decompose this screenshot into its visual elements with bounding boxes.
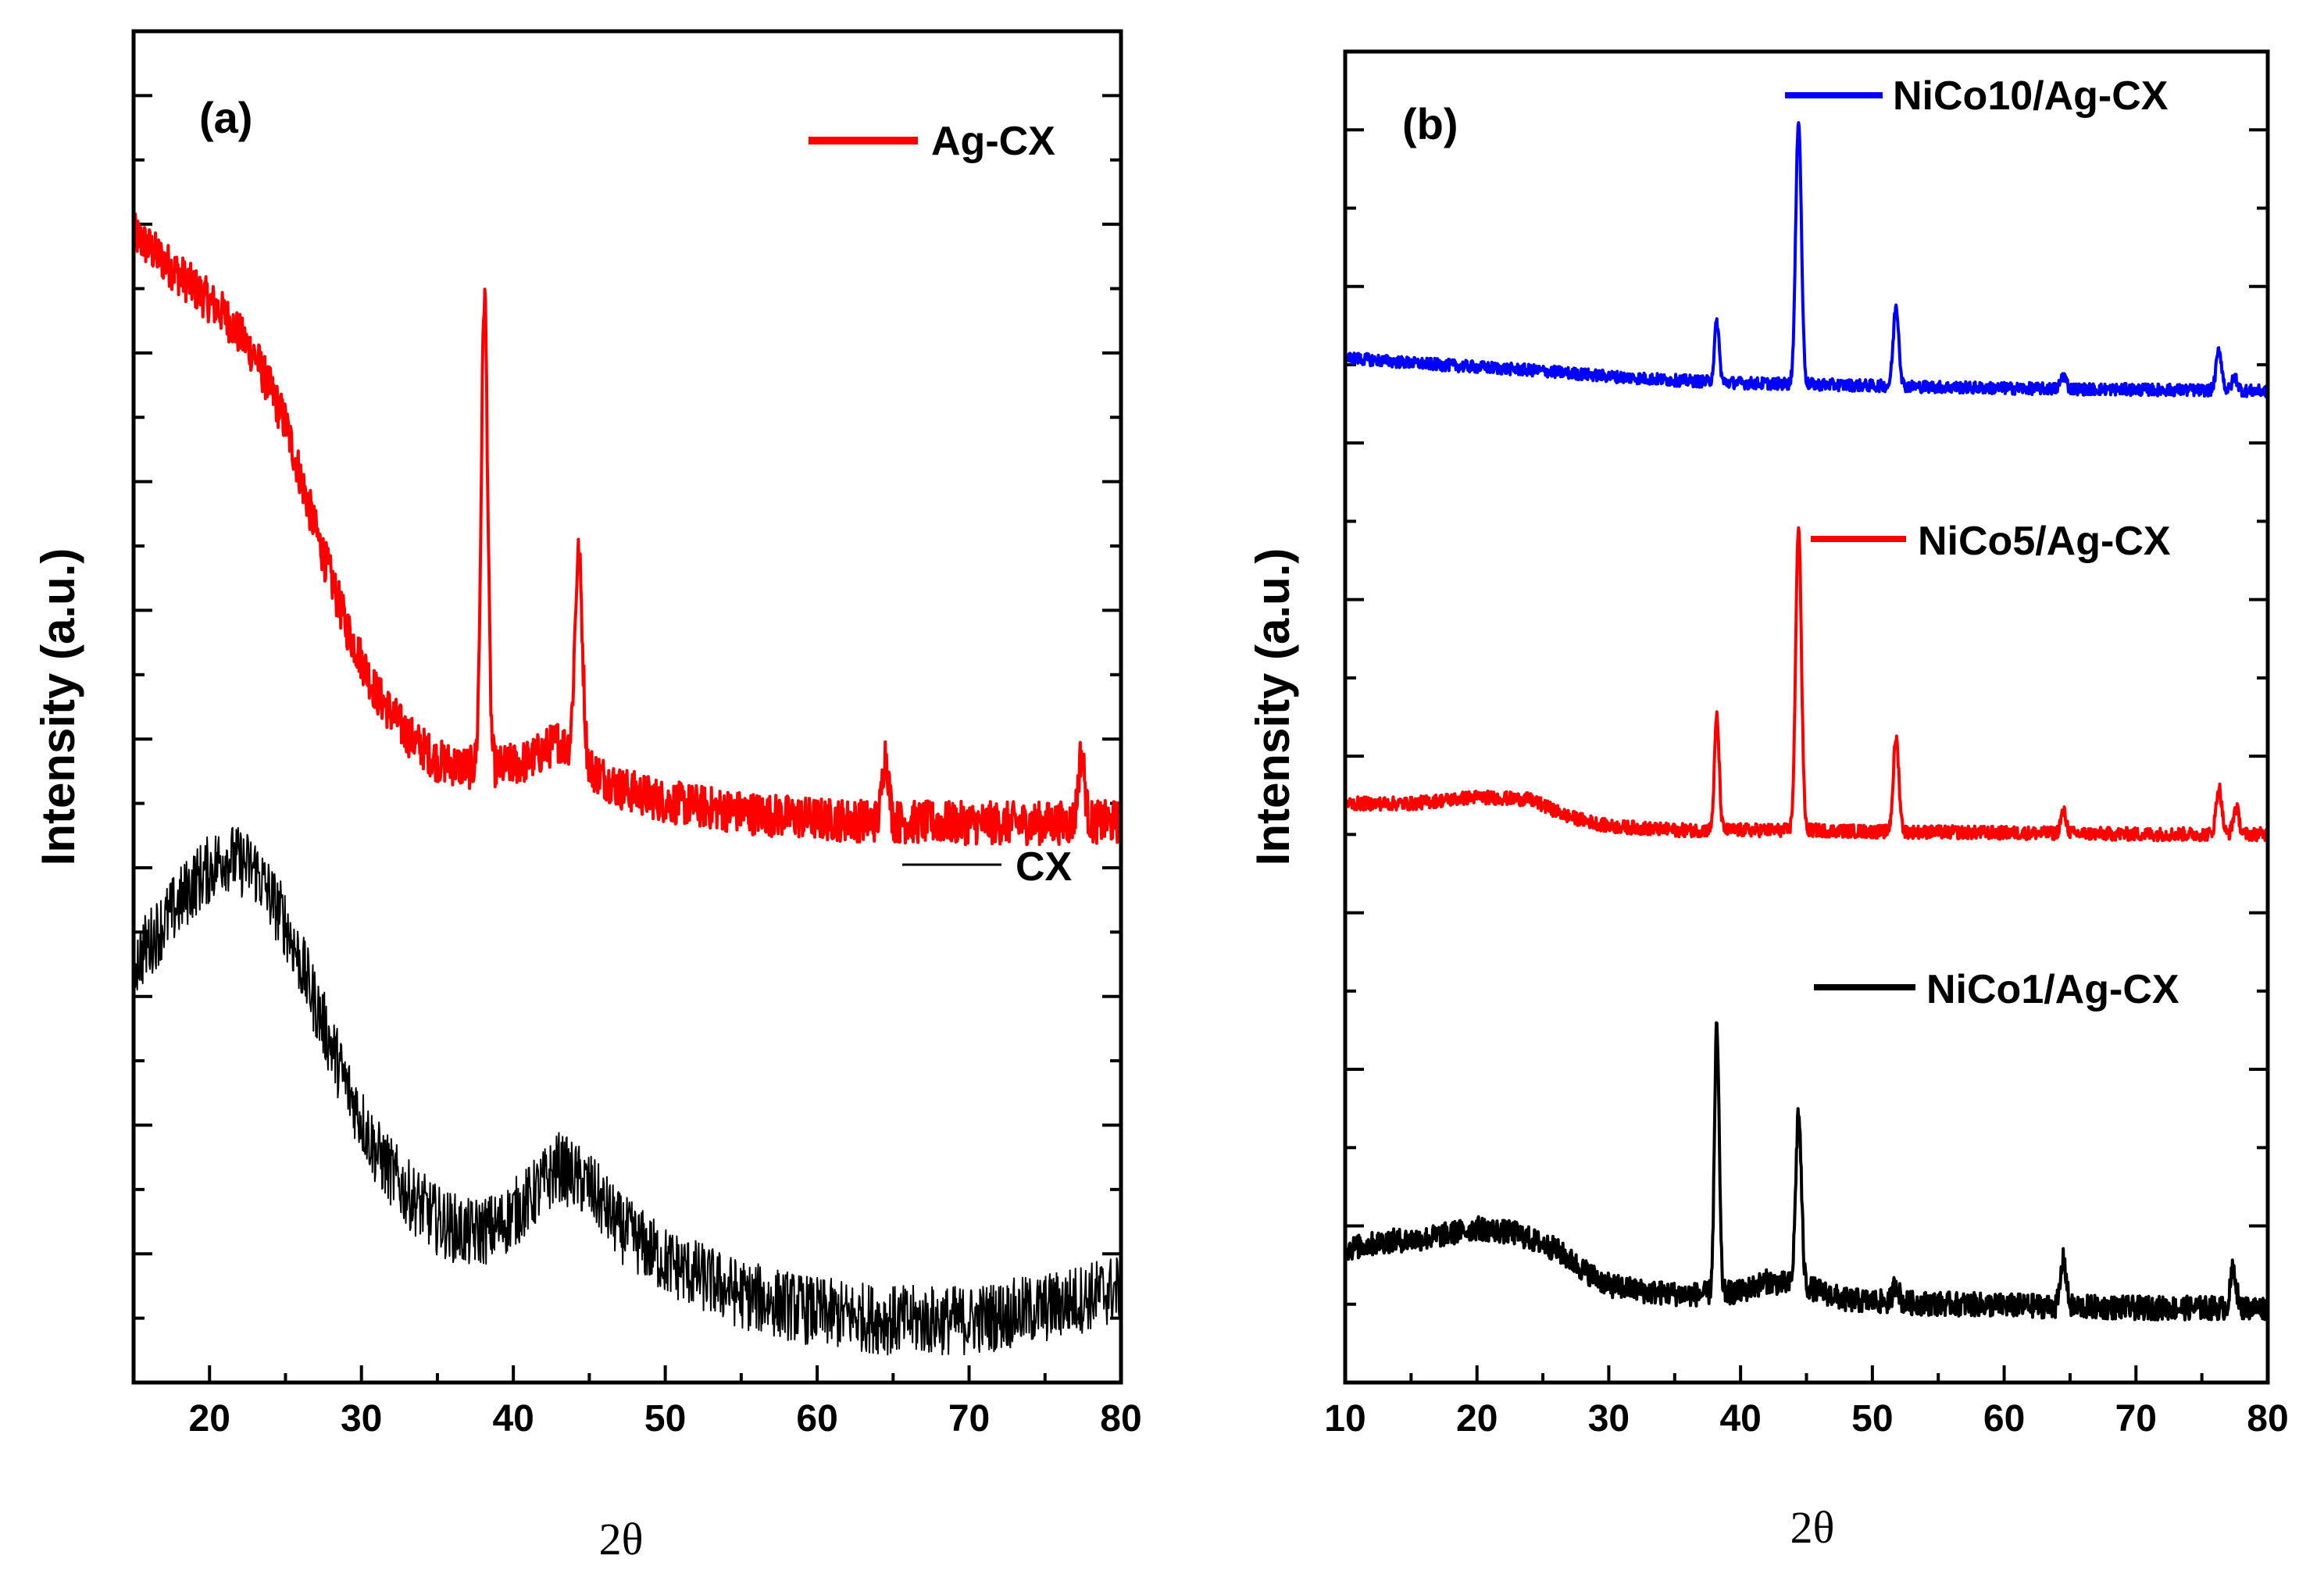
panel-b-series-lines xyxy=(1344,121,2269,1322)
panel-a-x-ticks xyxy=(132,1365,1123,1383)
panel-b-plot-frame xyxy=(1343,49,2270,1385)
x-tick-label: 20 xyxy=(1456,1398,1498,1440)
legend-label-cx: CX xyxy=(1016,844,1073,890)
legend-label-ag-cx: Ag-CX xyxy=(931,119,1055,164)
series-line-ag-cx xyxy=(132,212,1123,847)
panel-b-left-ticks xyxy=(1345,128,1364,1306)
x-tick-label: 80 xyxy=(1100,1398,1141,1440)
panel-a-x-axis-label: 2θ xyxy=(599,1514,644,1565)
panel-a-left-ticks xyxy=(134,94,152,1320)
panel-a-x-tick-labels: 20 30 40 50 60 70 80 xyxy=(189,1398,1142,1440)
panel-b: 10 20 30 40 50 60 70 80 (b) NiCo10/Ag-CX NiCo5/… xyxy=(1247,49,2289,1553)
panel-b-y-axis-label: Intensity (a.u.) xyxy=(1247,548,1299,866)
series-line-nico10-ag-cx xyxy=(1344,121,2269,398)
series-line-nico1-ag-cx xyxy=(1344,1021,2269,1322)
x-tick-label: 50 xyxy=(644,1398,686,1440)
legend-label-nico10-ag-cx: NiCo10/Ag-CX xyxy=(1893,73,2169,119)
x-tick-label: 40 xyxy=(1719,1398,1761,1440)
x-tick-label: 80 xyxy=(2247,1398,2288,1440)
panel-a-right-ticks xyxy=(1102,94,1121,1320)
x-tick-label: 60 xyxy=(1983,1398,2025,1440)
x-tick-label: 60 xyxy=(796,1398,837,1440)
panel-b-x-ticks xyxy=(1344,1365,2269,1383)
x-tick-label: 30 xyxy=(1588,1398,1630,1440)
x-tick-label: 70 xyxy=(2115,1398,2157,1440)
legend-label-nico5-ag-cx: NiCo5/Ag-CX xyxy=(1918,519,2171,564)
panel-b-x-axis-label: 2θ xyxy=(1790,1502,1835,1553)
panel-a-series-lines xyxy=(132,212,1123,1356)
panel-b-right-ticks xyxy=(2249,128,2268,1306)
panel-b-x-tick-labels: 10 20 30 40 50 60 70 80 xyxy=(1324,1398,2288,1440)
legend-label-nico1-ag-cx: NiCo1/Ag-CX xyxy=(1926,967,2179,1012)
panel-a-plot-frame xyxy=(131,29,1123,1385)
panel-a-y-axis-label: Intensity (a.u.) xyxy=(32,548,84,866)
x-tick-label: 70 xyxy=(948,1398,990,1440)
series-line-nico5-ag-cx xyxy=(1344,526,2269,843)
x-tick-label: 20 xyxy=(189,1398,230,1440)
x-tick-label: 50 xyxy=(1851,1398,1893,1440)
panel-a: 20 30 40 50 60 70 80 (a) Ag-CX CX Intensity (a… xyxy=(32,29,1142,1565)
series-line-cx xyxy=(133,826,1122,1356)
x-tick-label: 10 xyxy=(1324,1398,1365,1440)
panel-a-tag: (a) xyxy=(199,93,252,142)
x-tick-label: 40 xyxy=(492,1398,534,1440)
panel-b-tag: (b) xyxy=(1402,99,1458,148)
x-tick-label: 30 xyxy=(341,1398,382,1440)
